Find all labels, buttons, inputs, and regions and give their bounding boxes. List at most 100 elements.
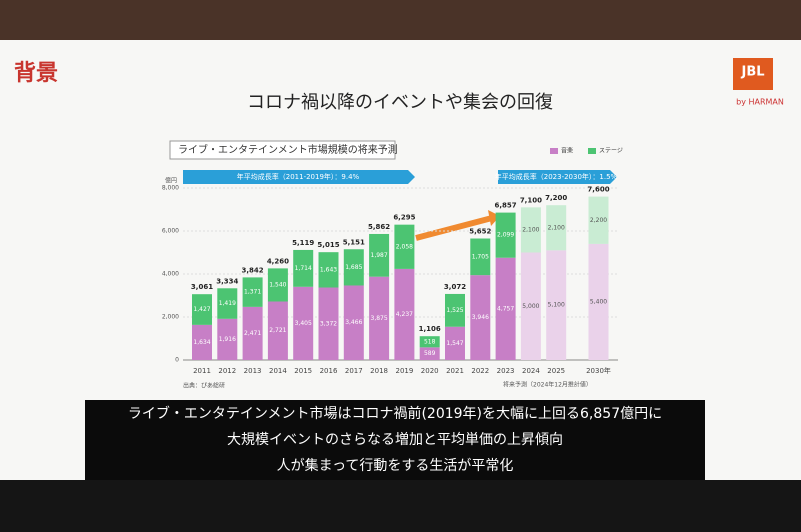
logo-brand: JBL	[740, 65, 764, 80]
x-tick-label: 2011	[193, 367, 211, 375]
x-tick-label: 2015	[294, 367, 312, 375]
chart-title-box	[169, 140, 396, 160]
legend-label: 音楽	[561, 147, 573, 155]
x-tick-label: 2030年	[586, 366, 611, 375]
segment-label: 1,714	[295, 265, 312, 272]
bar-segment	[293, 249, 314, 287]
caption: 大規模イベントのさらなる増加と平均単価の上昇傾向	[227, 432, 563, 448]
total-label: 7,600	[587, 186, 609, 194]
total-label: 6,295	[393, 214, 415, 222]
segment-label: 1,540	[269, 281, 286, 288]
x-tick-label: 2022	[471, 367, 489, 375]
x-tick-label: 2020	[421, 367, 439, 375]
logo-box	[733, 58, 773, 90]
bar-segment	[495, 212, 516, 258]
x-tick-label: 2018	[370, 367, 388, 375]
total-label: 3,072	[444, 283, 466, 291]
total-label: 1,106	[419, 325, 441, 333]
segment-label: 1,371	[244, 289, 261, 296]
bar-segment	[343, 249, 364, 286]
segment-label: 1,525	[446, 307, 463, 314]
bar-segment	[419, 347, 440, 360]
bar-segment	[267, 301, 288, 360]
segment-label: 1,916	[219, 336, 236, 343]
bar-segment	[318, 287, 339, 360]
segment-label: 1,634	[193, 339, 210, 346]
x-tick-label: 2014	[269, 367, 287, 375]
bezel	[0, 480, 801, 532]
total-label: 3,334	[216, 277, 238, 285]
bar-segment	[192, 294, 212, 325]
trend-arrow	[415, 215, 493, 241]
segment-label: 589	[424, 350, 436, 357]
y-tick-label: 6,000	[162, 228, 179, 235]
segment-label: 1,427	[193, 306, 210, 313]
caption: ライブ・エンタテインメント市場はコロナ禍前(2019年)を大幅に上回る6,857…	[128, 405, 662, 422]
x-tick-label: 2017	[345, 367, 363, 375]
total-label: 7,200	[545, 194, 567, 202]
segment-label: 1,705	[472, 253, 489, 260]
segment-label: 1,685	[345, 264, 362, 271]
x-tick-label: 2012	[218, 367, 236, 375]
segment-label: 3,466	[345, 319, 362, 326]
segment-label: 1,547	[446, 340, 463, 347]
total-label: 5,151	[343, 238, 365, 246]
segment-label: 3,946	[472, 314, 489, 321]
x-tick-label: 2013	[244, 367, 262, 375]
growth-note: 年平均成長率（2011-2019年）：9.4%	[237, 172, 360, 181]
bar-segment	[546, 205, 567, 251]
trend-arrow-head	[488, 210, 500, 226]
bar-segment	[217, 318, 238, 360]
total-label: 5,652	[469, 227, 491, 235]
total-label: 5,862	[368, 223, 390, 231]
segment-label: 4,757	[497, 305, 514, 312]
segment-label: 1,987	[371, 252, 388, 259]
y-tick-label: 8,000	[162, 185, 179, 192]
total-label: 3,061	[191, 283, 213, 291]
legend-label: ステージ	[599, 148, 623, 155]
caption: 人が集まって行動をする生活が平常化	[277, 457, 514, 474]
bar-segment	[470, 275, 491, 360]
bar-segment	[394, 268, 415, 360]
y-tick-label: 0	[175, 357, 179, 364]
bar-segment	[419, 336, 440, 348]
x-tick-label: 2019	[395, 367, 413, 375]
bar-segment	[588, 243, 609, 360]
x-tick-label: 2016	[320, 367, 338, 375]
segment-label: 2,100	[548, 224, 565, 231]
segment-label: 3,405	[295, 320, 312, 327]
chart-title: ライブ・エンタテインメント市場規模の将来予測	[178, 143, 398, 156]
total-label: 7,100	[520, 196, 542, 204]
growth-arrow	[183, 170, 415, 184]
segment-label: 1,419	[219, 300, 236, 307]
caption-box	[85, 400, 705, 480]
segment-label: 2,721	[269, 327, 286, 334]
bar-segment	[394, 224, 415, 269]
bar-segment	[318, 252, 339, 288]
bar-segment	[369, 233, 390, 277]
segment-label: 2,100	[522, 226, 539, 233]
segment-label: 2,471	[244, 330, 261, 337]
bar-segment	[192, 324, 212, 360]
bar-segment	[520, 252, 541, 360]
x-tick-label: 2021	[446, 367, 464, 375]
x-tick-label: 2023	[497, 367, 515, 375]
total-label: 5,015	[317, 241, 339, 249]
segment-label: 5,000	[522, 303, 539, 310]
bar-segment	[343, 285, 364, 360]
segment-label: 518	[424, 338, 436, 345]
segment-label: 2,058	[396, 243, 413, 250]
legend-swatch	[588, 148, 596, 154]
segment-label: 3,372	[320, 320, 337, 327]
x-tick-label: 2024	[522, 367, 540, 375]
source: 出典：ぴあ総研	[183, 382, 225, 390]
bar-segment	[445, 326, 465, 360]
bar-segment	[495, 257, 516, 360]
heading: 背景	[14, 61, 58, 86]
segment-label: 2,200	[590, 217, 607, 224]
segment-label: 4,237	[396, 311, 413, 318]
y-tick-label: 2,000	[162, 314, 179, 321]
bar-segment	[369, 276, 390, 360]
